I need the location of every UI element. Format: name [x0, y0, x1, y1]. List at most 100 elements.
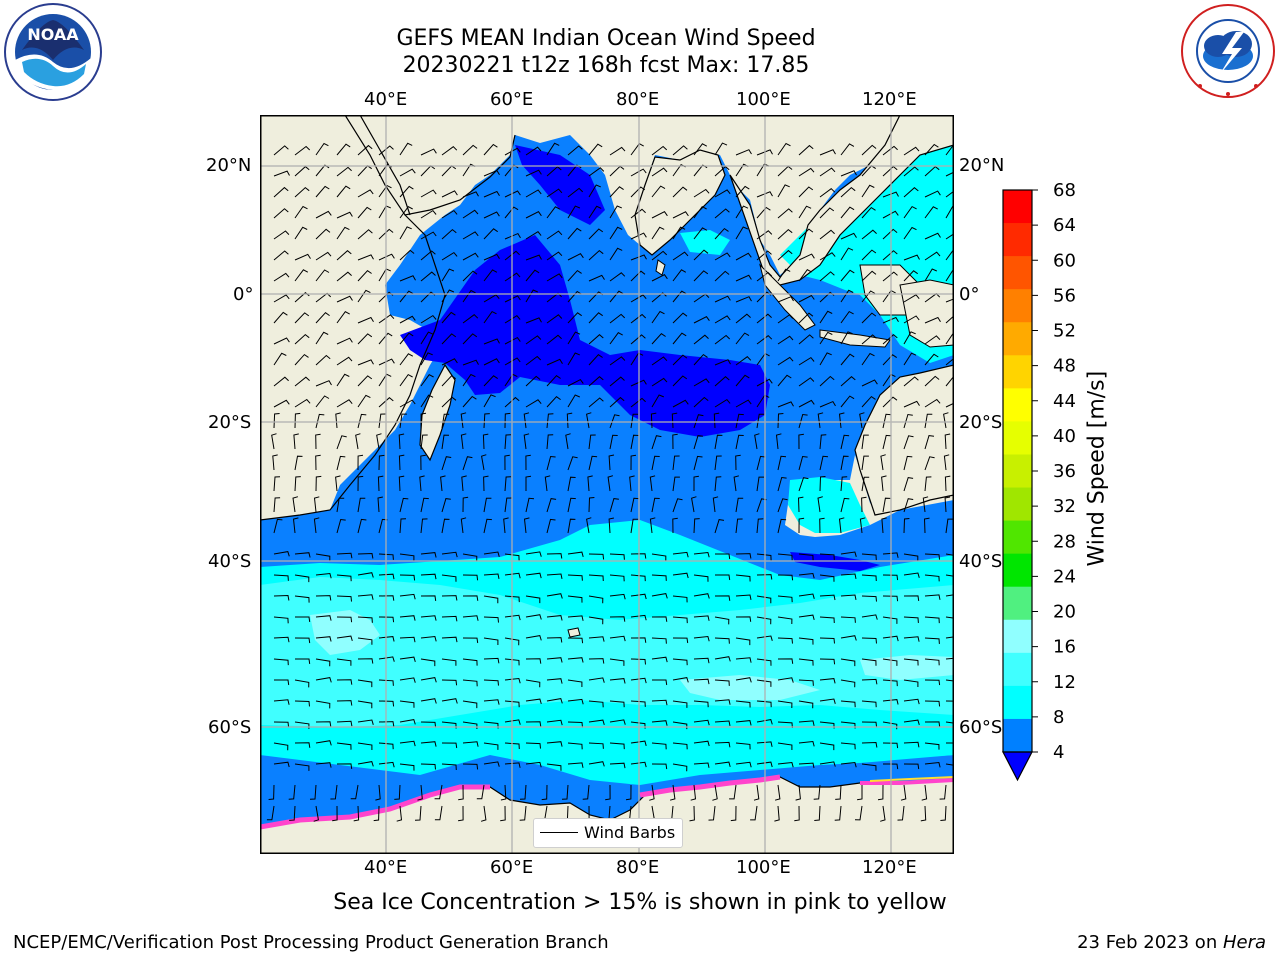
wind-barb — [336, 595, 352, 602]
wind-barb — [567, 253, 584, 261]
wind-barb — [840, 269, 855, 282]
left-lat-tick-20n: 20°N — [206, 155, 252, 176]
wind-barb — [924, 206, 938, 219]
wind-barb — [861, 184, 875, 198]
wind-barb — [315, 475, 322, 492]
wind-barb — [588, 228, 604, 240]
sumatra — [759, 263, 816, 331]
wind-barb — [693, 657, 710, 664]
wind-barb — [819, 310, 833, 324]
wind-barb — [525, 742, 541, 749]
wind-barb — [775, 433, 782, 450]
wind-barb — [504, 637, 520, 646]
wind-barb — [378, 253, 395, 261]
wind-barb — [735, 616, 752, 622]
wind-barb — [273, 250, 289, 261]
madagascar — [419, 363, 456, 462]
wind-barb — [546, 741, 563, 747]
wind-barb — [288, 784, 296, 800]
wind-barb — [840, 331, 853, 345]
wind-barb — [525, 614, 542, 620]
wind-barb — [378, 454, 385, 471]
wind-barb — [336, 658, 352, 666]
wind-barb — [504, 396, 520, 408]
colorbar-segment — [1003, 388, 1032, 422]
wind-barb — [336, 518, 346, 534]
wind-barb — [672, 290, 687, 303]
wind-barb — [504, 572, 521, 579]
wind-barb — [630, 574, 646, 582]
wind-barb — [357, 270, 372, 282]
colorbar-segment — [1003, 289, 1032, 323]
wind-barb — [861, 455, 869, 471]
wind-barb — [273, 337, 290, 345]
wind-barb — [630, 700, 646, 707]
wind-barb — [693, 740, 710, 747]
wind-barb — [693, 316, 710, 324]
wind-barb — [882, 271, 898, 282]
wind-barb — [336, 679, 353, 685]
wind-barb — [420, 658, 436, 667]
wind-barb — [945, 700, 954, 702]
wind-barb — [315, 658, 331, 667]
wind-barb — [630, 740, 647, 747]
wind-barb — [840, 247, 854, 261]
wind-barb — [396, 805, 403, 822]
wind-barb — [651, 145, 668, 156]
wind-barb — [315, 740, 332, 746]
wind-barb — [840, 376, 856, 387]
wind-barb — [567, 145, 583, 156]
wind-barb — [399, 497, 409, 513]
wind-barb — [881, 517, 887, 534]
wind-barb — [420, 573, 437, 580]
wind-barb — [625, 784, 632, 801]
wind-barb — [903, 763, 920, 770]
wind-barb — [922, 496, 929, 513]
wind-barb — [273, 272, 290, 282]
wind-barb — [924, 143, 939, 156]
wind-barb — [774, 805, 780, 822]
wind-barb — [714, 699, 731, 705]
wind-barb — [735, 720, 752, 726]
wind-barb — [903, 376, 919, 387]
wind-barb — [650, 412, 657, 429]
wind-barb — [708, 805, 716, 821]
wind-barb — [294, 679, 310, 688]
wind-barb — [798, 334, 814, 345]
wind-barb — [861, 763, 877, 771]
wind-barb — [735, 374, 750, 387]
wind-barb — [399, 719, 416, 725]
wind-barb — [525, 679, 541, 688]
wind-barb — [882, 763, 899, 770]
wind-barb — [798, 269, 812, 282]
wind-barb — [434, 784, 443, 800]
wind-barb — [819, 352, 832, 366]
wind-barb — [735, 205, 749, 219]
wind-barb — [798, 700, 814, 709]
wind-barb — [651, 274, 668, 282]
wind-barb — [420, 352, 433, 366]
wind-barb — [462, 763, 479, 770]
wind-barb — [903, 352, 917, 366]
wind-barb — [546, 314, 563, 324]
wind-barb — [336, 295, 353, 303]
wind-barb — [441, 763, 457, 771]
wind-barb — [378, 358, 395, 366]
wind-barb — [588, 658, 605, 664]
wind-barb — [840, 310, 854, 324]
wind-barb — [525, 355, 542, 366]
wind-barb — [588, 700, 604, 708]
wind-barb — [924, 232, 941, 240]
wind-barb — [399, 353, 414, 366]
wind-barb — [921, 784, 928, 801]
colorbar-tick-label: 48 — [1053, 356, 1076, 377]
wind-barb — [693, 455, 703, 471]
wind-barb — [735, 637, 751, 646]
colorbar-tick-label: 4 — [1053, 742, 1064, 763]
wind-barb — [315, 553, 331, 562]
wind-barb — [315, 433, 321, 450]
wind-barb — [882, 658, 898, 666]
wind-barb — [651, 333, 666, 345]
wind-barb — [483, 294, 500, 303]
wind-barb — [462, 700, 478, 709]
